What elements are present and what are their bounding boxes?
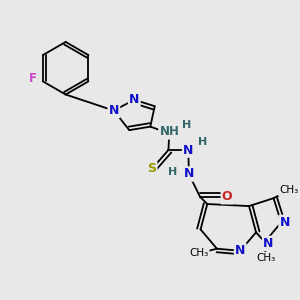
Text: N: N: [184, 167, 194, 180]
Text: N: N: [235, 244, 245, 257]
Text: NH: NH: [159, 125, 179, 138]
Text: H: H: [182, 120, 191, 130]
Text: CH₃: CH₃: [279, 185, 298, 195]
Text: CH₃: CH₃: [189, 248, 208, 258]
Text: O: O: [222, 190, 232, 203]
Text: H: H: [198, 137, 208, 147]
Text: N: N: [183, 143, 194, 157]
Text: N: N: [109, 104, 119, 117]
Text: F: F: [29, 72, 37, 85]
Text: H: H: [168, 167, 177, 178]
Text: CH₃: CH₃: [256, 253, 276, 263]
Text: N: N: [263, 237, 274, 250]
Text: S: S: [147, 163, 156, 176]
Text: N: N: [280, 216, 290, 229]
Text: N: N: [129, 93, 140, 106]
